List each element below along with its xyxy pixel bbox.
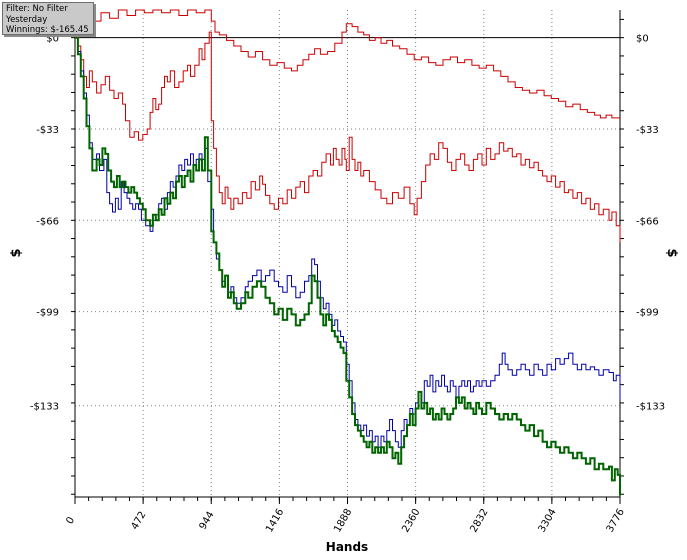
y-tick-label-left: -$133 xyxy=(30,402,59,413)
axis-labels: Hands $ $ $0 $0 -$33 -$33 -$66 -$66 -$99 -$99 -$… xyxy=(9,34,679,554)
y-tick-label-right: -$133 xyxy=(636,402,665,413)
y-tick-label-right: -$99 xyxy=(636,308,659,319)
series-line-showdown xyxy=(75,37,621,448)
x-tick-label: 2832 xyxy=(468,507,490,535)
x-axis-title: Hands xyxy=(326,540,368,554)
y-axis-title-left: $ xyxy=(9,248,24,257)
x-tick-label: 2360 xyxy=(400,507,422,535)
winnings-label: Winnings: $-165.45 xyxy=(6,25,89,35)
x-tick-label: 0 xyxy=(64,515,77,526)
filter-info-box: Filter: No Filter Yesterday Winnings: $-… xyxy=(2,2,94,35)
y-tick-label-right: -$66 xyxy=(636,216,659,227)
series-line-all-in-ev xyxy=(75,9,620,119)
x-tick-label: 472 xyxy=(129,510,148,532)
y-tick-label-right: -$33 xyxy=(636,125,659,136)
y-tick-label-left: $0 xyxy=(46,34,59,45)
x-tick-label: 1416 xyxy=(264,507,286,535)
period-label: Yesterday xyxy=(6,14,48,25)
x-tick-label: 3776 xyxy=(605,507,627,535)
y-tick-label-right: $0 xyxy=(636,34,649,45)
y-tick-label-left: -$33 xyxy=(36,125,59,136)
series-lines xyxy=(75,9,621,496)
x-tick-label: 944 xyxy=(198,510,217,532)
y-tick-label-left: -$66 xyxy=(36,216,59,227)
filter-label: Filter: No Filter xyxy=(6,4,68,14)
grid xyxy=(75,10,620,497)
x-tick-label: 3304 xyxy=(537,507,559,535)
axes xyxy=(71,10,624,504)
x-tick-label: 1888 xyxy=(332,507,354,535)
series-line-winnings xyxy=(75,36,621,496)
y-axis-title-right: $ xyxy=(664,248,679,257)
series-line-non-showdown xyxy=(75,31,621,243)
y-tick-label-left: -$99 xyxy=(36,308,59,319)
